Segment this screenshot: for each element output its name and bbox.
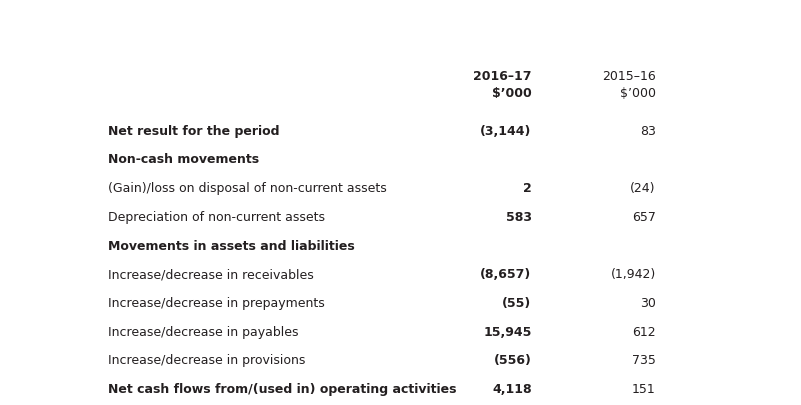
Text: Net result for the period: Net result for the period	[107, 125, 279, 138]
Text: Increase/decrease in prepayments: Increase/decrease in prepayments	[107, 297, 324, 310]
Text: Increase/decrease in payables: Increase/decrease in payables	[107, 326, 298, 339]
Text: (Gain)/loss on disposal of non-current assets: (Gain)/loss on disposal of non-current a…	[107, 182, 386, 195]
Text: 2: 2	[523, 182, 532, 195]
Text: Increase/decrease in provisions: Increase/decrease in provisions	[107, 354, 305, 367]
Text: 30: 30	[640, 297, 656, 310]
Text: (8,657): (8,657)	[481, 268, 532, 281]
Text: Movements in assets and liabilities: Movements in assets and liabilities	[107, 239, 354, 252]
Text: 151: 151	[632, 383, 656, 396]
Text: (3,144): (3,144)	[480, 125, 532, 138]
Text: (24): (24)	[630, 182, 656, 195]
Text: (55): (55)	[502, 297, 532, 310]
Text: Increase/decrease in receivables: Increase/decrease in receivables	[107, 268, 313, 281]
Text: (1,942): (1,942)	[610, 268, 656, 281]
Text: 2016–17
$’000: 2016–17 $’000	[473, 70, 532, 100]
Text: 15,945: 15,945	[483, 326, 532, 339]
Text: 83: 83	[640, 125, 656, 138]
Text: 735: 735	[632, 354, 656, 367]
Text: 657: 657	[632, 211, 656, 224]
Text: (556): (556)	[493, 354, 532, 367]
Text: 583: 583	[505, 211, 532, 224]
Text: Depreciation of non-current assets: Depreciation of non-current assets	[107, 211, 324, 224]
Text: 4,118: 4,118	[492, 383, 532, 396]
Text: 2015–16
$’000: 2015–16 $’000	[602, 70, 656, 100]
Text: 612: 612	[632, 326, 656, 339]
Text: Non-cash movements: Non-cash movements	[107, 153, 259, 166]
Text: Net cash flows from/(used in) operating activities: Net cash flows from/(used in) operating …	[107, 383, 456, 396]
